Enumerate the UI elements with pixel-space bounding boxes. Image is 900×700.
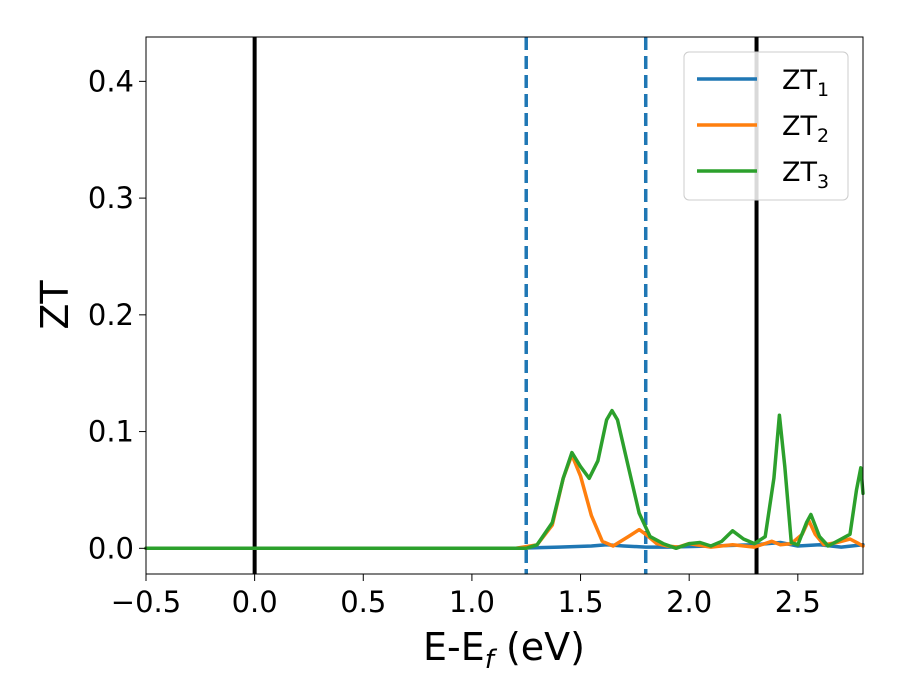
legend-box — [683, 51, 849, 201]
x-axis-ticks: −0.5 0.0 0.5 1.0 1.5 2.0 2.5 — [111, 574, 821, 619]
x-tick-label: 1.5 — [557, 585, 603, 619]
y-tick-label: 0.4 — [88, 64, 134, 98]
legend-label-zt3: ZT3 — [782, 157, 829, 193]
x-tick-label: 2.0 — [666, 585, 712, 619]
y-axis-ticks: 0.0 0.1 0.2 0.3 0.4 — [88, 64, 146, 565]
x-tick-label: 1.0 — [449, 585, 495, 619]
y-tick-label: 0.3 — [88, 181, 134, 215]
y-tick-label: 0.0 — [88, 531, 134, 565]
legend: ZT1 ZT2 ZT3 — [683, 51, 849, 201]
x-tick-label: 0.0 — [232, 585, 278, 619]
x-tick-label: −0.5 — [111, 585, 181, 619]
y-tick-label: 0.2 — [88, 298, 134, 332]
series-lines — [144, 408, 865, 551]
y-tick-label: 0.1 — [88, 415, 134, 449]
reference-lines — [252, 37, 759, 574]
legend-label-zt2: ZT2 — [782, 111, 829, 147]
x-axis-title: E-Ef (eV) — [423, 625, 585, 675]
plot-frame — [145, 36, 864, 575]
x-tick-label: 2.5 — [775, 585, 821, 619]
series-line-zt3 — [144, 408, 865, 551]
y-axis-title: ZT — [33, 280, 77, 330]
x-tick-label: 0.5 — [340, 585, 386, 619]
legend-label-zt1: ZT1 — [782, 65, 829, 101]
